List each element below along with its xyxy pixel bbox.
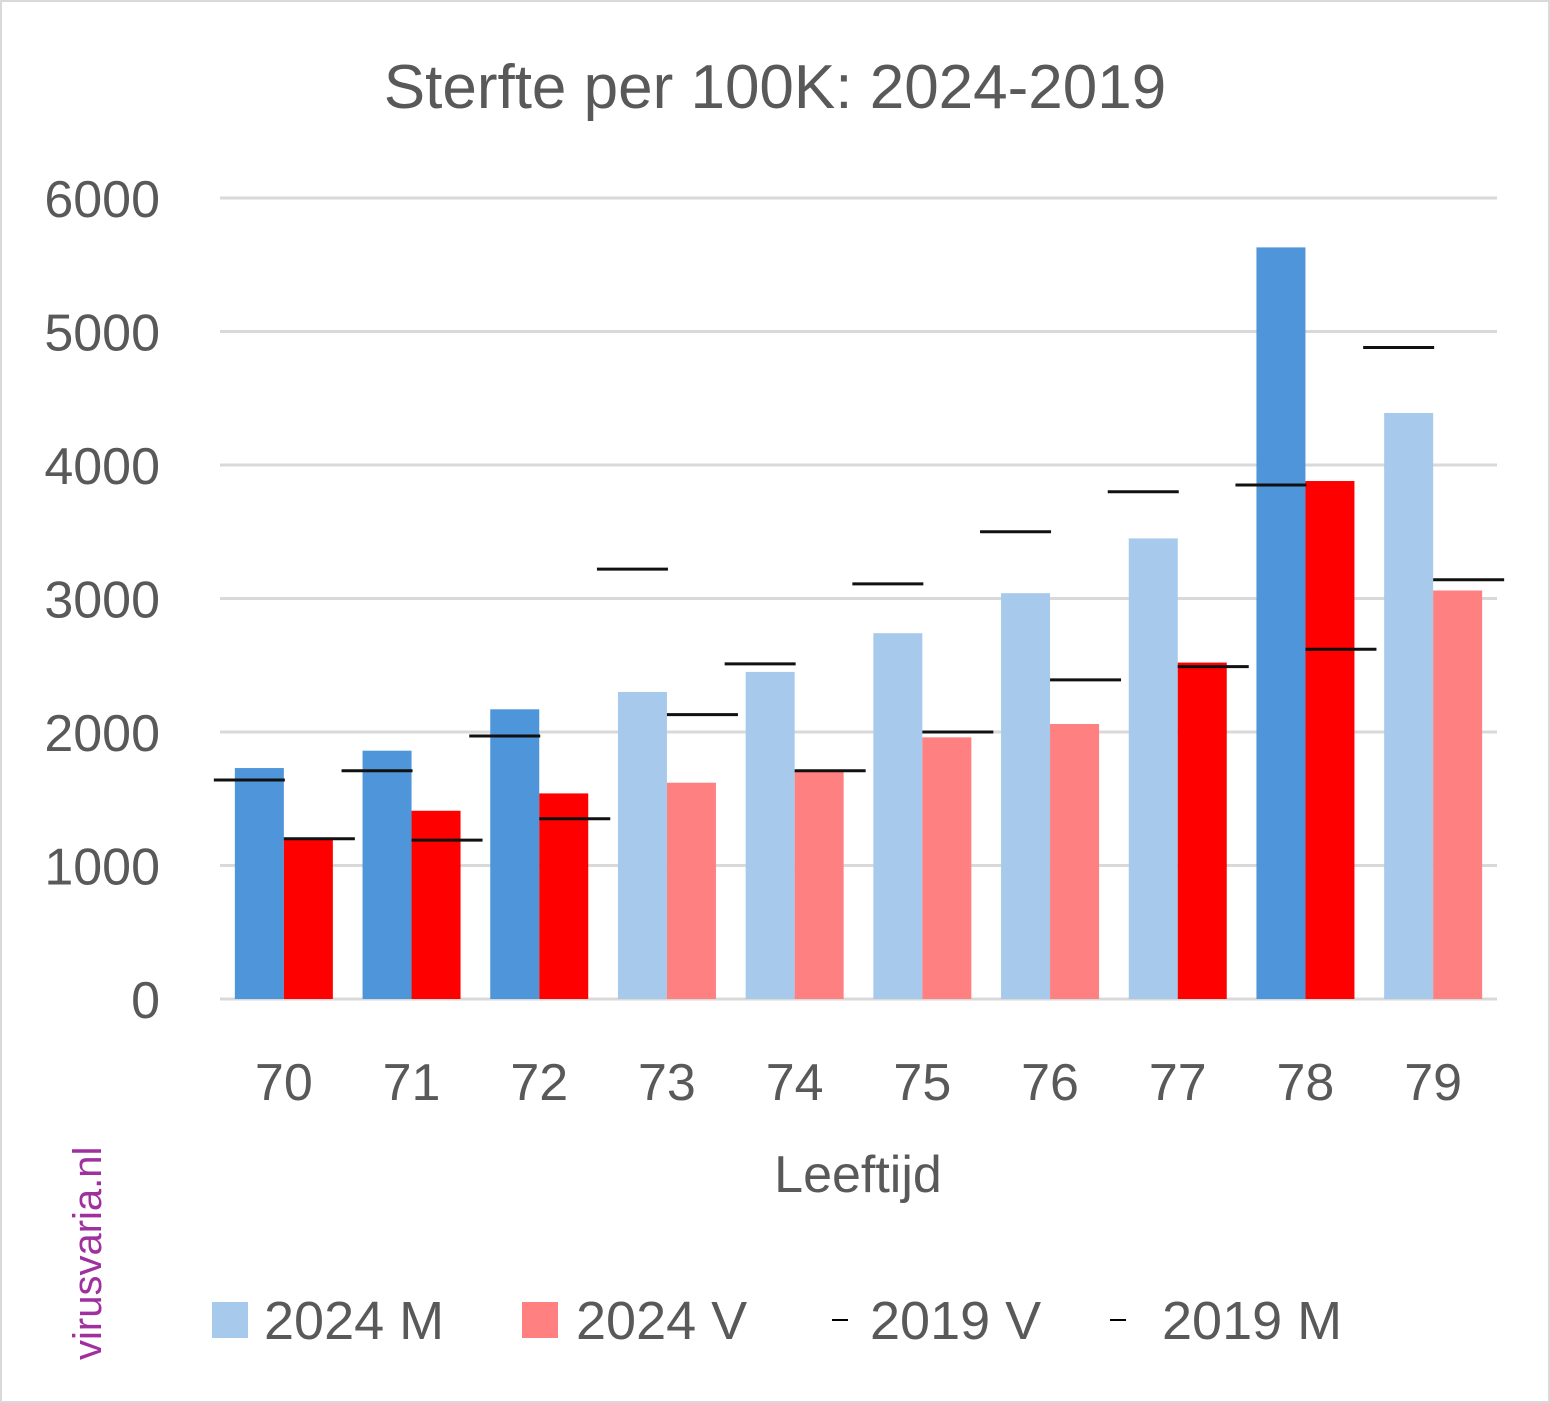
- bar-2024-v: [922, 737, 972, 999]
- x-tick-label: 75: [893, 1054, 951, 1112]
- bar-2024-m: [873, 633, 923, 999]
- bar-2024-v: [1177, 662, 1227, 999]
- y-tick-label: 0: [131, 972, 160, 1030]
- y-tick-label: 1000: [44, 839, 160, 897]
- x-tick-label: 72: [510, 1054, 568, 1112]
- x-tick-label: 73: [638, 1054, 696, 1112]
- legend-label: 2019 M: [1162, 1291, 1342, 1351]
- bar-2024-v: [1305, 481, 1355, 999]
- chart-title: Sterfte per 100K: 2024-2019: [384, 53, 1166, 122]
- bar-2024-m: [1384, 412, 1434, 999]
- bar-2024-v: [666, 782, 716, 999]
- bar-2024-v: [794, 770, 844, 999]
- markers-2019: [213, 346, 1505, 842]
- y-tick-label: 3000: [44, 572, 160, 630]
- bar-2024-v: [283, 837, 333, 999]
- bar-2024-m: [1001, 593, 1051, 999]
- x-axis-ticks: 70 71 72 73 74 75 76 77 78 79: [255, 1054, 1462, 1112]
- bar-2024-m: [745, 671, 795, 999]
- legend: 2024 M 2024 V 2019 V 2019 M: [212, 1291, 1342, 1351]
- x-tick-label: 79: [1404, 1054, 1462, 1112]
- y-tick-label: 2000: [44, 705, 160, 763]
- y-tick-label: 6000: [44, 171, 160, 229]
- x-tick-label: 76: [1021, 1054, 1079, 1112]
- x-tick-label: 78: [1277, 1054, 1335, 1112]
- bar-2024-m: [234, 768, 284, 999]
- x-tick-label: 70: [255, 1054, 313, 1112]
- bar-2024-v: [1433, 590, 1483, 999]
- x-tick-label: 77: [1149, 1054, 1207, 1112]
- x-tick-label: 71: [383, 1054, 441, 1112]
- bar-2024-m: [617, 691, 667, 999]
- bar-2024-v: [1050, 723, 1100, 999]
- y-tick-label: 5000: [44, 305, 160, 363]
- y-tick-label: 4000: [44, 438, 160, 496]
- bar-2024-m: [490, 709, 540, 999]
- legend-label: 2024 M: [264, 1291, 444, 1351]
- x-tick-label: 74: [766, 1054, 824, 1112]
- legend-label: 2019 V: [870, 1291, 1041, 1351]
- bar-2024-m: [362, 750, 412, 999]
- y-axis-ticks: 0 1000 2000 3000 4000 5000 6000: [44, 171, 160, 1030]
- legend-swatch: [522, 1302, 558, 1338]
- bar-2024-m: [1256, 247, 1306, 999]
- watermark: virusvaria.nl: [66, 1146, 110, 1360]
- bars: [234, 247, 1483, 999]
- x-axis-label: Leeftijd: [774, 1146, 942, 1204]
- bar-2024-v: [539, 793, 589, 999]
- bar-2024-m: [1128, 538, 1178, 999]
- bar-2024-v: [411, 810, 461, 999]
- legend-label: 2024 V: [576, 1291, 747, 1351]
- legend-swatch: [212, 1302, 248, 1338]
